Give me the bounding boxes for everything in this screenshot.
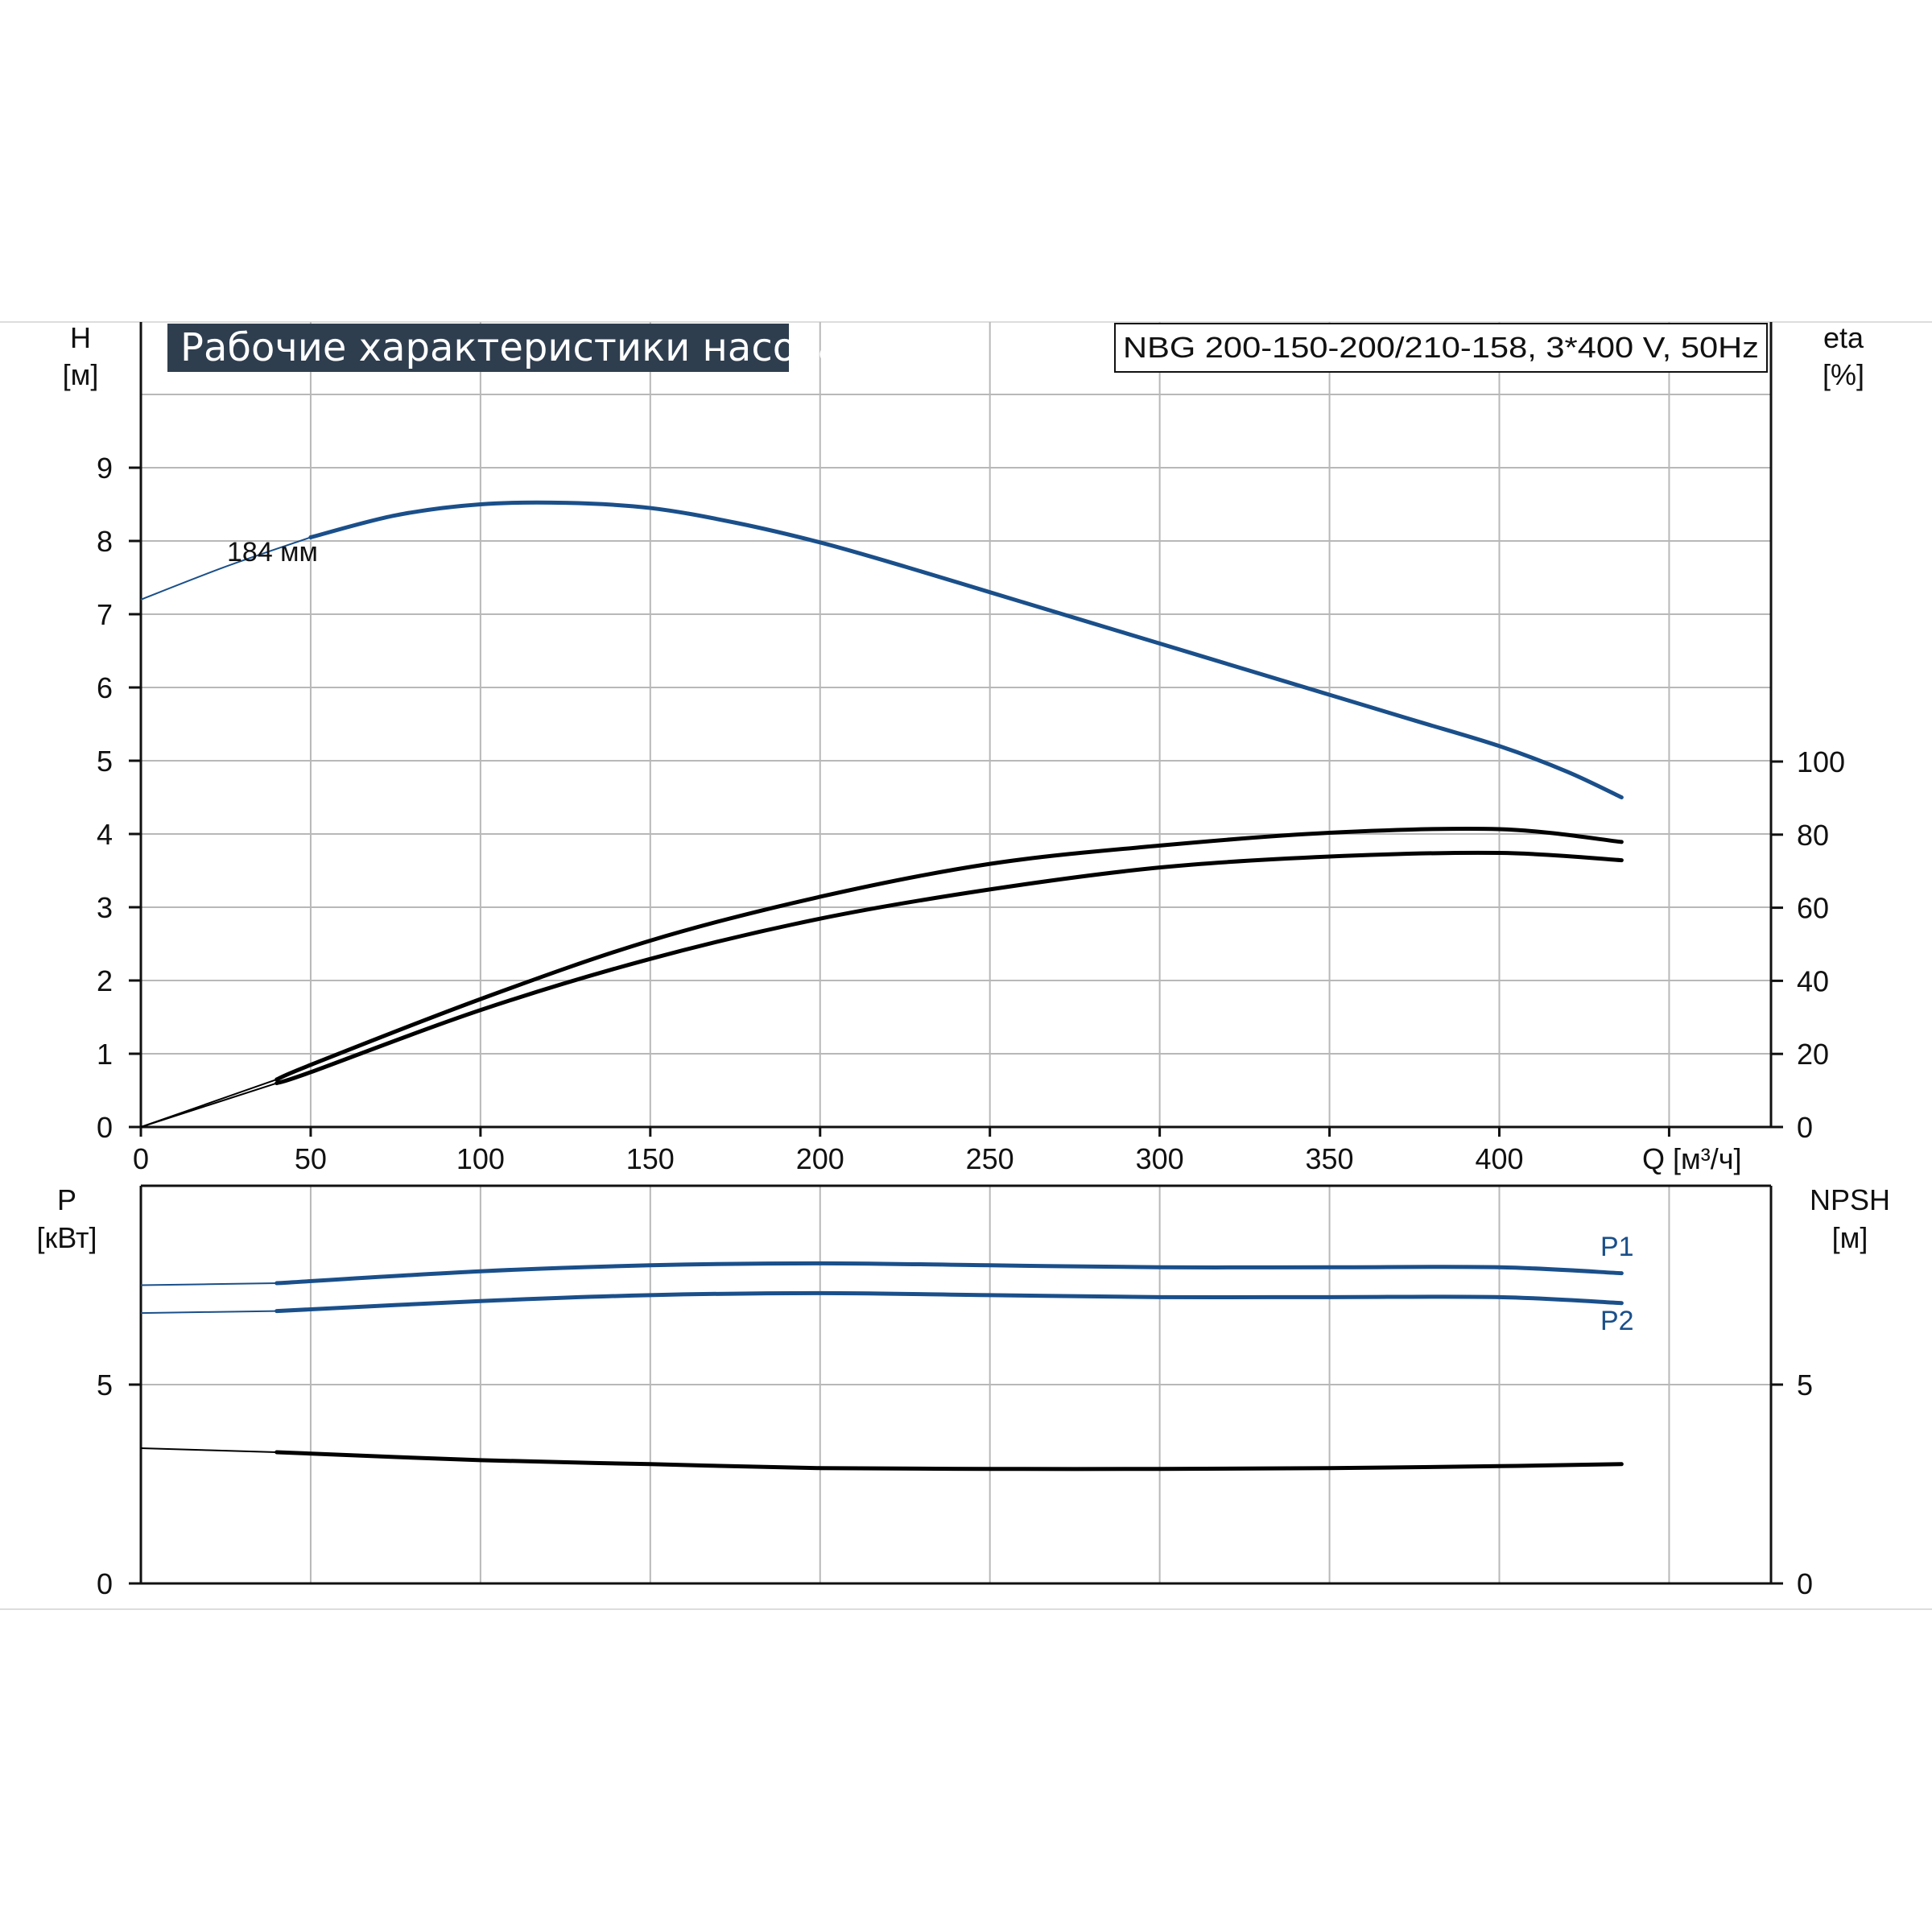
power-curve-p1 (275, 1261, 1624, 1286)
head-curve-thin (140, 536, 312, 601)
x-tick-label: 200 (796, 1142, 844, 1175)
power-curve-p2-thin (140, 1310, 277, 1315)
p-tick-label: 5 (97, 1368, 113, 1402)
eta-tick-label: 40 (1797, 964, 1829, 997)
npsh-curve (275, 1450, 1624, 1472)
x-tick-label: 0 (133, 1142, 149, 1175)
x-tick-label: 100 (456, 1142, 505, 1175)
h-tick-label: 5 (97, 745, 113, 778)
eta-tick-label: 100 (1797, 745, 1845, 778)
impeller-diameter-label: 184 мм (227, 537, 318, 568)
power-curve-p2 (275, 1290, 1624, 1314)
h-axis-unit: [м] (63, 358, 99, 391)
eta-tick-label: 0 (1797, 1111, 1813, 1144)
chart-title: Рабочие характеристики насоса (180, 325, 841, 370)
eta-axis-name: eta (1823, 321, 1864, 354)
x-tick-label: 350 (1306, 1142, 1354, 1175)
eta-tick-label: 80 (1797, 819, 1829, 852)
x-tick-label: 400 (1475, 1142, 1523, 1175)
p1-label: P1 (1600, 1232, 1634, 1262)
npsh-tick-label: 0 (1797, 1567, 1813, 1600)
h-tick-label: 6 (97, 671, 113, 704)
model-label: NBG 200-150-200/210-158, 3*400 V, 50Hz (1123, 331, 1759, 364)
x-tick-label: 250 (966, 1142, 1014, 1175)
efficiency-curve-2 (275, 850, 1624, 1086)
eta-tick-label: 20 (1797, 1038, 1829, 1071)
h-tick-label: 0 (97, 1111, 113, 1144)
top-panel-axes (139, 322, 1773, 1129)
eta-tick-label: 60 (1797, 892, 1829, 925)
h-tick-label: 3 (97, 891, 113, 924)
h-tick-label: 1 (97, 1038, 113, 1071)
h-tick-label: 8 (97, 525, 113, 558)
bottom-panel-grid (141, 1186, 1771, 1583)
power-curve-p1-thin (140, 1282, 277, 1286)
p-tick-label: 0 (97, 1567, 113, 1600)
h-axis-name: H (70, 321, 91, 354)
top-panel-grid (141, 322, 1771, 1127)
q-axis-label: Q [м³/ч] (1642, 1142, 1742, 1175)
npsh-axis-name: NPSH (1810, 1183, 1890, 1216)
npsh-axis-unit: [м] (1832, 1221, 1868, 1254)
curves: 184 мм P1 P2 (140, 500, 1634, 1472)
h-tick-label: 7 (97, 598, 113, 631)
h-tick-label: 2 (97, 964, 113, 997)
efficiency-curve-2-thin (140, 1082, 278, 1128)
h-tick-label: 4 (97, 818, 113, 851)
npsh-curve-thin (140, 1447, 277, 1453)
model-box (1114, 323, 1768, 373)
p-axis-unit: [кВт] (36, 1221, 97, 1254)
x-tick-label: 50 (295, 1142, 327, 1175)
title-box (167, 324, 789, 372)
h-tick-label: 9 (97, 452, 113, 485)
eta-axis-unit: [%] (1823, 358, 1864, 391)
p2-label: P2 (1600, 1306, 1634, 1336)
x-tick-label: 300 (1136, 1142, 1184, 1175)
efficiency-curve-1 (275, 826, 1624, 1082)
tick-labels: 0 50 100 150 200 250 300 350 4000123456789020406… (97, 452, 1845, 1600)
p-axis-name: P (57, 1183, 76, 1216)
npsh-tick-label: 5 (1797, 1368, 1813, 1402)
x-tick-label: 150 (626, 1142, 675, 1175)
head-curve (308, 500, 1624, 799)
